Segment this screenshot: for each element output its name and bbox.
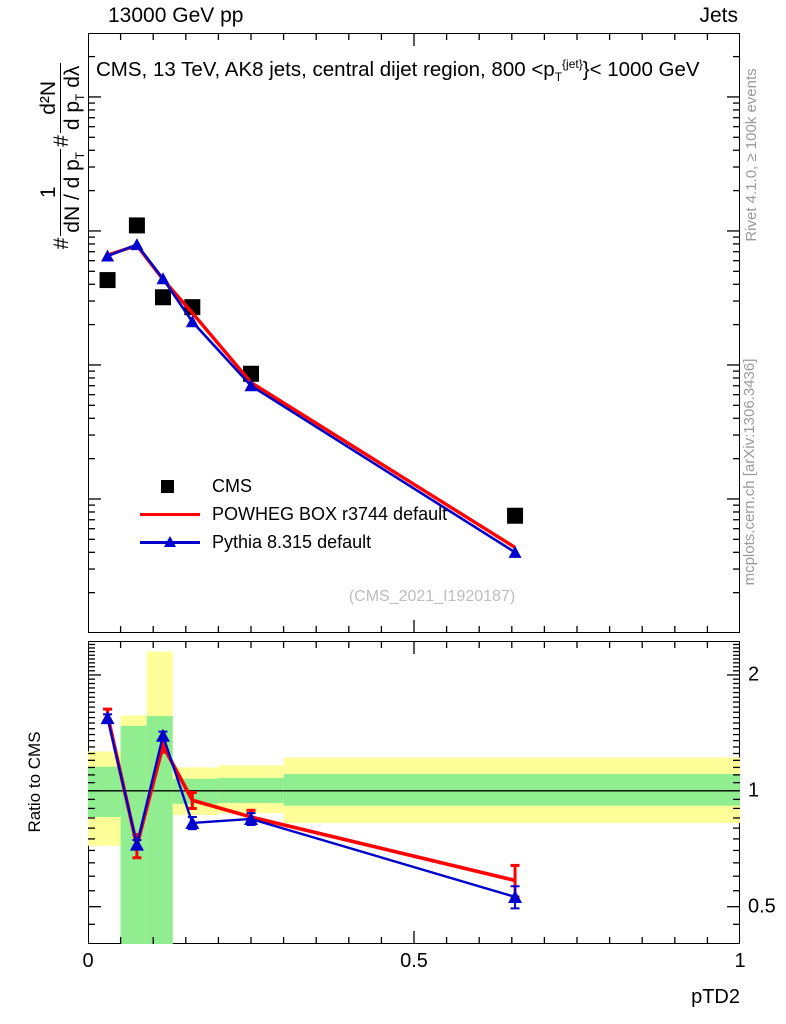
ylabel-den3-text: dλ: [61, 65, 84, 88]
legend-item-pythia[interactable]: Pythia 8.315 default: [140, 528, 447, 556]
mcplots-caption: mcplots.cern.ch [arXiv:1306.3436]: [741, 358, 758, 586]
plot-title-post: }< 1000 GeV: [582, 57, 700, 81]
ratio-plot-canvas: [88, 641, 740, 944]
ylabel-fraction-1: 1 dN / d pT: [36, 148, 88, 236]
ylabel-den-text: dN / d p: [61, 159, 84, 233]
ratio-y-axis-label: Ratio to CMS: [25, 731, 44, 833]
analysis-category-label: Jets: [699, 4, 738, 27]
ratio-y-tick-label-right: 0.5: [748, 895, 776, 918]
x-tick-label: 0: [82, 950, 94, 972]
beam-energy-label: 13000 GeV pp: [108, 4, 244, 27]
ylabel-num-2: d²N: [36, 80, 60, 115]
ylabel-hash-1: #: [50, 237, 73, 250]
x-tick-label: 1: [734, 950, 746, 972]
ylabel-den2-text: d p: [61, 100, 84, 131]
legend-item-cms[interactable]: CMS: [140, 472, 447, 500]
legend-marker-pythia-line-triangle: [140, 533, 200, 551]
ylabel-fraction-2: d²N d pT dλ: [36, 62, 88, 134]
plot-title-pre: CMS, 13 TeV, AK8 jets, central dijet reg…: [96, 57, 555, 81]
ylabel-hash-2: #: [50, 135, 73, 147]
legend-label-cms: CMS: [212, 475, 252, 496]
ylabel-one: 1: [36, 186, 60, 199]
x-tick-label: 0.5: [400, 950, 428, 972]
legend: CMS POWHEG BOX r3744 default Pythia 8.31…: [140, 472, 447, 556]
ratio-y-tick-label-right: 2: [748, 663, 760, 686]
main-plot-panel: [88, 33, 740, 633]
analysis-id-watermark: (CMS_2021_I1920187): [348, 588, 516, 605]
ratio-y-tick-label-right: 1: [748, 779, 760, 802]
legend-item-powheg[interactable]: POWHEG BOX r3744 default: [140, 500, 447, 528]
main-y-axis-label: # 1 dN / d pT # d²N d pT dλ: [37, 5, 87, 305]
x-axis-title: pTD2: [691, 986, 740, 1008]
ylabel-den-sub: T: [73, 151, 88, 160]
ylabel-den-2: d pT dλ: [60, 62, 88, 134]
plot-title: CMS, 13 TeV, AK8 jets, central dijet reg…: [96, 57, 700, 84]
plot-title-sub: T: [554, 69, 563, 84]
legend-marker-square: [140, 477, 200, 495]
main-plot-canvas: [88, 33, 740, 633]
legend-marker-powheg-line: [140, 505, 200, 523]
rivet-version-caption: Rivet 4.1.0, ≥ 100k events: [743, 68, 760, 242]
plot-title-sup: {jet}: [562, 57, 583, 71]
legend-label-pythia: Pythia 8.315 default: [212, 531, 372, 552]
legend-label-powheg: POWHEG BOX r3744 default: [212, 503, 448, 524]
ylabel-den-1: dN / d pT: [60, 148, 88, 236]
ylabel-den2-sub: T: [73, 93, 88, 101]
